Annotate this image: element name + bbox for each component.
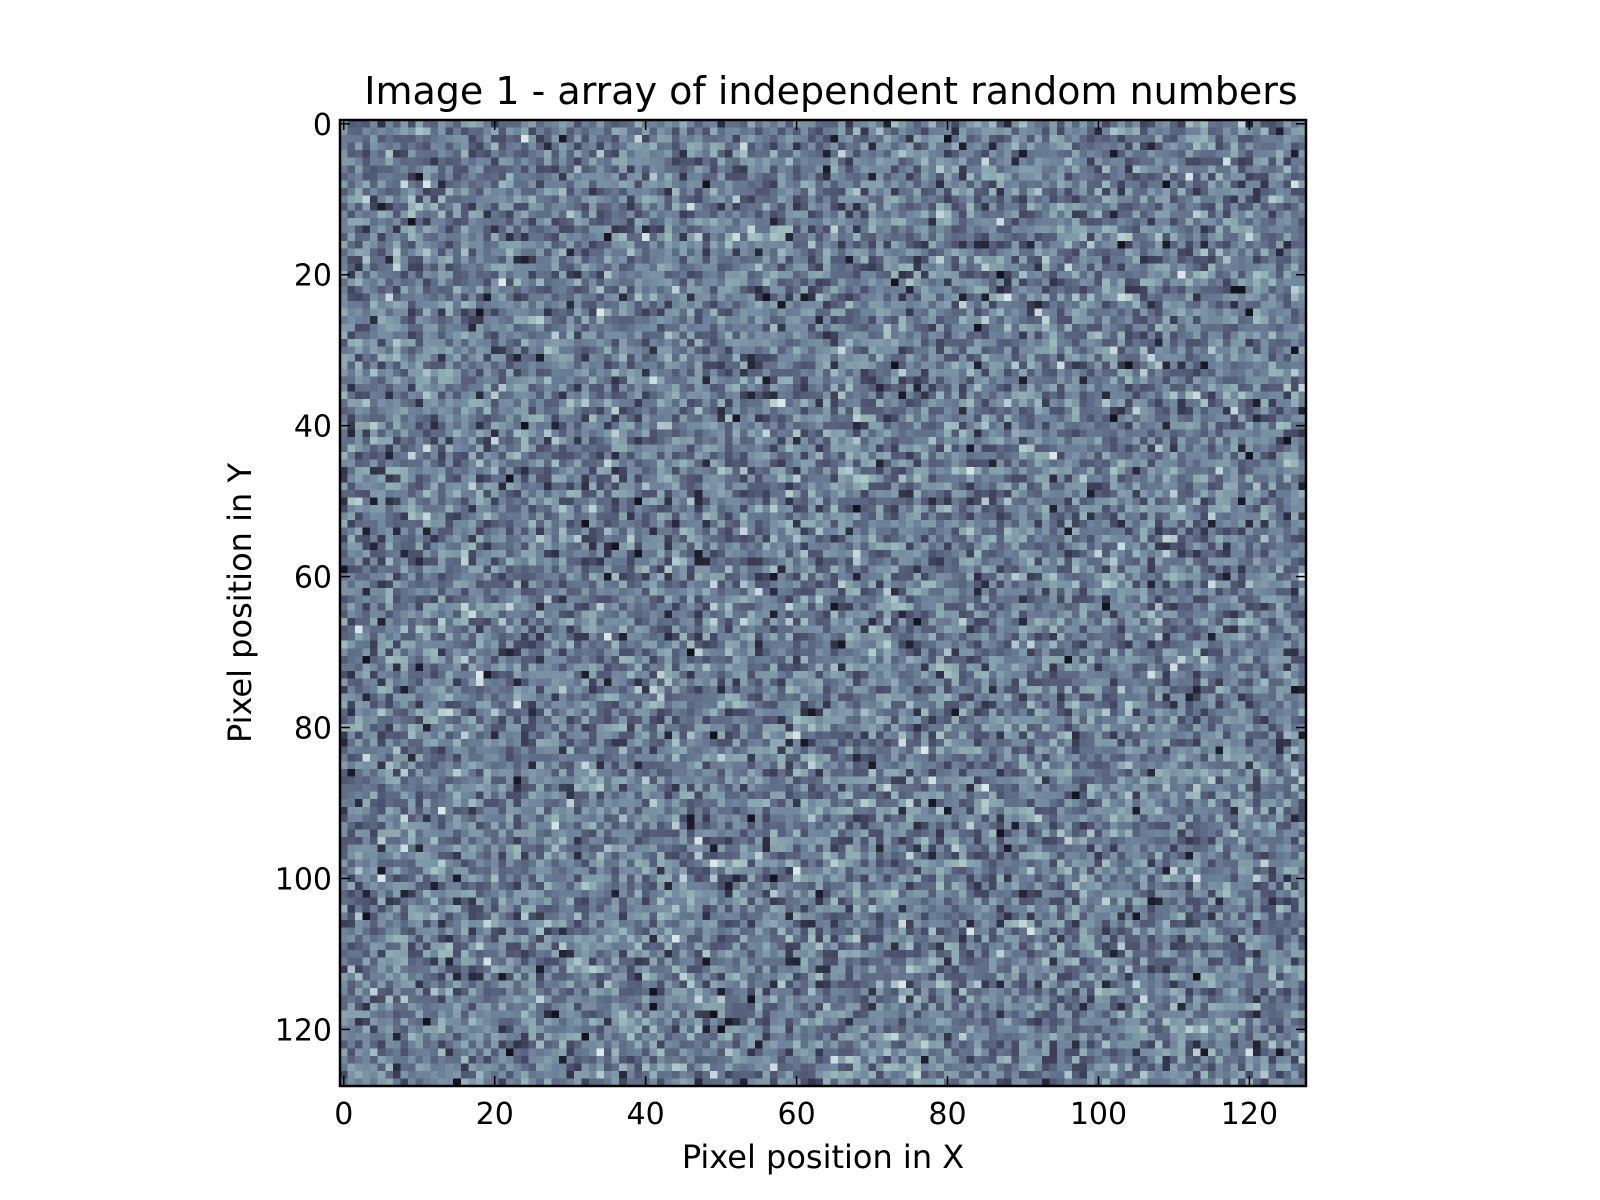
- y-tick-label: 20: [294, 259, 332, 294]
- y-tick-label: 80: [294, 712, 332, 747]
- heatmap-image: [340, 120, 1306, 1086]
- y-tick-label: 0: [313, 108, 332, 143]
- x-tick-label: 0: [334, 1097, 353, 1132]
- random-image-heatmap: [340, 120, 1306, 1086]
- x-tick-label: 20: [476, 1097, 514, 1132]
- x-tick-label: 100: [1070, 1097, 1127, 1132]
- y-axis-label: Pixel position in Y: [221, 463, 259, 743]
- y-tick-label: 60: [294, 561, 332, 596]
- x-tick-label: 120: [1221, 1097, 1278, 1132]
- x-axis-ticks: 0 20 40 60 80 100 120: [334, 120, 1278, 1132]
- y-axis-ticks: 0 20 40 60 80 100 120: [275, 108, 1306, 1048]
- x-tick-label: 60: [777, 1097, 815, 1132]
- plot-frame: [338, 118, 1308, 1088]
- x-axis-label: Pixel position in X: [682, 1138, 964, 1176]
- y-tick-label: 120: [275, 1013, 332, 1048]
- y-tick-label: 100: [275, 862, 332, 897]
- x-tick-label: 40: [627, 1097, 665, 1132]
- y-tick-label: 40: [294, 410, 332, 445]
- chart-title: Image 1 - array of independent random nu…: [364, 69, 1297, 113]
- x-tick-label: 80: [928, 1097, 966, 1132]
